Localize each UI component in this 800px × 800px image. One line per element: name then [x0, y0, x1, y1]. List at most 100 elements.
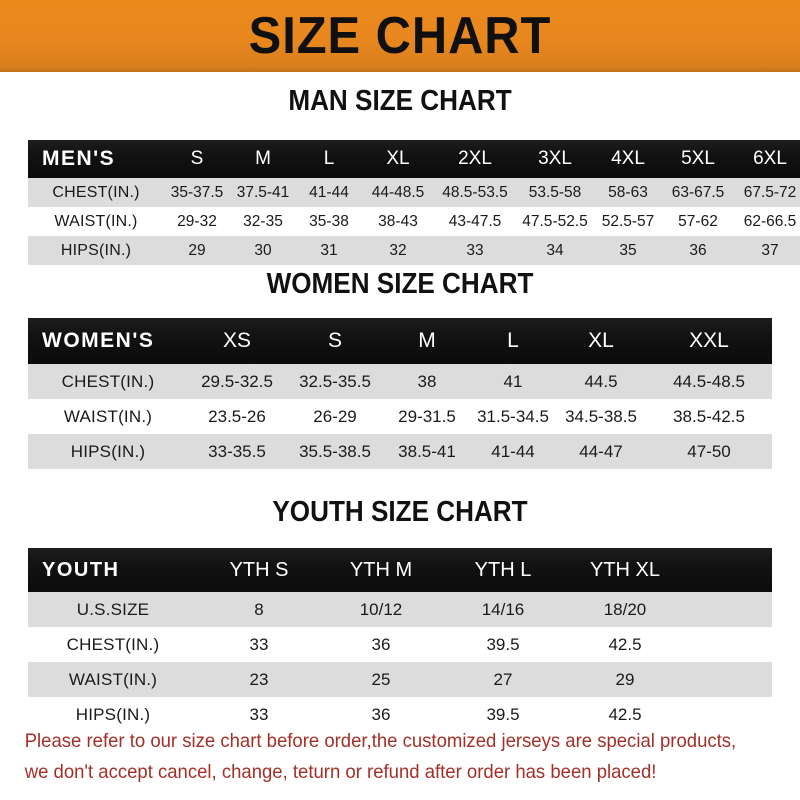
- man-col-header-l: L: [323, 148, 335, 169]
- man-hips-xl: 32: [389, 241, 407, 259]
- youth-col-header-l: YTH L: [474, 558, 532, 581]
- women-chest-l: 41: [503, 371, 523, 391]
- women-chest-xxl: 44.5-48.5: [673, 371, 745, 391]
- youth-col-header-spacer: [686, 548, 772, 592]
- women-hips-xs: 33-35.5: [208, 441, 266, 461]
- youth-ussize-m: 10/12: [359, 599, 403, 619]
- man-chest-5xl: 63-67.5: [671, 183, 725, 201]
- youth-section-title: YOUTH SIZE CHART: [272, 496, 528, 528]
- women-hips-xl: 44-47: [579, 441, 623, 461]
- youth-ussize-xl: 18/20: [603, 599, 647, 619]
- women-waist-m: 29-31.5: [398, 406, 456, 426]
- women-chest-s: 32.5-35.5: [299, 371, 371, 391]
- table-row: HIPS(IN.) 33 36 39.5 42.5: [28, 697, 772, 732]
- women-hips-l: 41-44: [491, 441, 535, 461]
- women-col-header-m: M: [418, 329, 436, 352]
- table-row: CHEST(IN.) 35-37.5 37.5-41 41-44 44-48.5…: [28, 178, 800, 207]
- table-row: HIPS(IN.) 33-35.5 35.5-38.5 38.5-41 41-4…: [28, 434, 772, 469]
- youth-row-label-hips: HIPS(IN.): [75, 704, 151, 724]
- youth-ussize-s: 8: [254, 599, 264, 619]
- youth-waist-m: 25: [371, 669, 391, 689]
- man-col-header-4xl: 4XL: [611, 148, 645, 169]
- youth-chest-s: 33: [249, 634, 269, 654]
- man-hips-5xl: 36: [689, 241, 707, 259]
- man-chest-m: 37.5-41: [236, 183, 290, 201]
- man-table-header-row: MEN'S S M L XL 2XL 3XL 4XL 5XL 6XL: [28, 140, 800, 178]
- table-row: U.S.SIZE 8 10/12 14/16 18/20: [28, 592, 772, 627]
- table-row: WAIST(IN.) 23 25 27 29: [28, 662, 772, 697]
- women-waist-xs: 23.5-26: [208, 406, 266, 426]
- women-col-header-l: L: [507, 329, 519, 352]
- women-waist-xl: 34.5-38.5: [565, 406, 637, 426]
- youth-col-header-s: YTH S: [229, 558, 289, 581]
- man-col-header-6xl: 6XL: [753, 148, 787, 169]
- youth-size-table: YOUTH YTH S YTH M YTH L YTH XL U.S.SIZE …: [28, 548, 772, 732]
- women-section-title: WOMEN SIZE CHART: [266, 268, 534, 300]
- youth-ussize-spacer: [686, 592, 772, 627]
- man-chest-6xl: 67.5-72: [743, 183, 797, 201]
- women-chest-xl: 44.5: [584, 371, 618, 391]
- youth-waist-s: 23: [249, 669, 269, 689]
- women-col-header-s: S: [327, 329, 342, 352]
- youth-row-label-waist: WAIST(IN.): [68, 669, 158, 689]
- youth-waist-spacer: [686, 662, 772, 697]
- man-col-header-5xl: 5XL: [681, 148, 715, 169]
- man-waist-5xl: 57-62: [678, 212, 718, 230]
- order-policy-note: Please refer to our size chart before or…: [0, 726, 760, 788]
- man-row-label-waist: WAIST(IN.): [54, 212, 138, 230]
- women-row-label-hips: HIPS(IN.): [70, 441, 146, 461]
- youth-chest-l: 39.5: [486, 634, 520, 654]
- man-waist-6xl: 62-66.5: [743, 212, 797, 230]
- table-row: CHEST(IN.) 33 36 39.5 42.5: [28, 627, 772, 662]
- youth-table-header-row: YOUTH YTH S YTH M YTH L YTH XL: [28, 548, 772, 592]
- man-chest-3xl: 53.5-58: [528, 183, 582, 201]
- women-waist-l: 31.5-34.5: [477, 406, 549, 426]
- youth-hips-xl: 42.5: [608, 704, 642, 724]
- man-section-title: MAN SIZE CHART: [288, 85, 512, 117]
- youth-chest-xl: 42.5: [608, 634, 642, 654]
- youth-hips-l: 39.5: [486, 704, 520, 724]
- youth-hips-m: 36: [371, 704, 391, 724]
- man-waist-4xl: 52.5-57: [601, 212, 655, 230]
- order-policy-line-2: we don't accept cancel, change, teturn o…: [24, 761, 657, 783]
- man-chest-xl: 44-48.5: [371, 183, 425, 201]
- man-chest-s: 35-37.5: [170, 183, 224, 201]
- youth-waist-xl: 29: [615, 669, 635, 689]
- youth-chest-m: 36: [371, 634, 391, 654]
- man-col-header-m: M: [255, 148, 271, 169]
- youth-row-label-ussize: U.S.SIZE: [76, 599, 150, 619]
- man-waist-3xl: 47.5-52.5: [522, 212, 588, 230]
- women-hips-m: 38.5-41: [398, 441, 456, 461]
- table-row: WAIST(IN.) 29-32 32-35 35-38 38-43 43-47…: [28, 207, 800, 236]
- women-hips-xxl: 47-50: [687, 441, 731, 461]
- women-size-table: WOMEN'S XS S M L XL XXL CHEST(IN.) 29.5-…: [28, 318, 772, 469]
- youth-row-label-chest: CHEST(IN.): [66, 634, 160, 654]
- man-row-label-hips: HIPS(IN.): [60, 241, 132, 259]
- man-col-header-xl: XL: [386, 148, 410, 169]
- table-row: CHEST(IN.) 29.5-32.5 32.5-35.5 38 41 44.…: [28, 364, 772, 399]
- youth-chest-spacer: [686, 627, 772, 662]
- women-chest-xs: 29.5-32.5: [201, 371, 273, 391]
- women-col-header-xxl: XXL: [689, 329, 729, 352]
- man-waist-l: 35-38: [309, 212, 349, 230]
- man-hips-m: 30: [254, 241, 272, 259]
- man-col-header-s: S: [190, 148, 204, 169]
- table-row: WAIST(IN.) 23.5-26 26-29 29-31.5 31.5-34…: [28, 399, 772, 434]
- youth-col-header-m: YTH M: [349, 558, 413, 581]
- man-hips-6xl: 37: [761, 241, 779, 259]
- women-waist-s: 26-29: [313, 406, 357, 426]
- youth-col-header-xl: YTH XL: [589, 558, 661, 581]
- youth-waist-l: 27: [493, 669, 513, 689]
- man-chest-2xl: 48.5-53.5: [442, 183, 508, 201]
- man-chest-l: 41-44: [309, 183, 349, 201]
- man-col-header-3xl: 3XL: [538, 148, 572, 169]
- women-row-label-header: WOMEN'S: [42, 329, 155, 352]
- man-hips-3xl: 34: [546, 241, 564, 259]
- women-waist-xxl: 38.5-42.5: [673, 406, 745, 426]
- women-row-label-waist: WAIST(IN.): [63, 406, 153, 426]
- table-row: HIPS(IN.) 29 30 31 32 33 34 35 36 37: [28, 236, 800, 265]
- women-col-header-xl: XL: [588, 329, 614, 352]
- women-table-header-row: WOMEN'S XS S M L XL XXL: [28, 318, 772, 364]
- man-row-label-header: MEN'S: [42, 147, 116, 170]
- women-chest-m: 38: [417, 371, 437, 391]
